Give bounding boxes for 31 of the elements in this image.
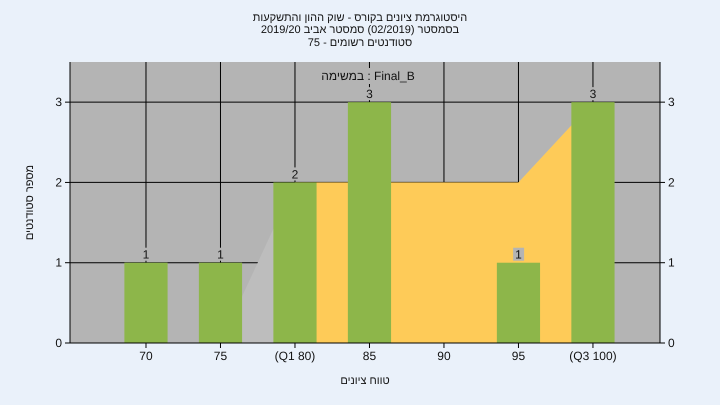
data-label: 3 — [366, 87, 374, 102]
data-label: 1 — [142, 248, 150, 262]
y2-tick-label: 1 — [668, 256, 675, 270]
x-tick-label: (Q3 100) — [569, 349, 617, 363]
chart-subtitle: בסמסטר (02/2019) סמסטר אביב 2019/20 — [260, 24, 460, 36]
annotation: במשימה : Final_B — [321, 69, 415, 83]
data-label: 1 — [515, 248, 522, 262]
bar — [496, 262, 540, 343]
bar — [124, 262, 168, 343]
y2-tick-label: 2 — [668, 175, 675, 190]
x-tick-label: 70 — [139, 349, 153, 363]
y2-tick-label: 3 — [668, 95, 675, 110]
data-label: 1 — [217, 248, 224, 262]
bar — [571, 102, 615, 343]
data-label: 3 — [590, 87, 597, 102]
data-label: 2 — [292, 167, 299, 182]
bar — [348, 102, 392, 343]
y2-tick-label: 0 — [668, 336, 675, 350]
x-tick-label: 95 — [512, 349, 526, 363]
x-axis-title: טווח ציונים — [340, 375, 390, 387]
y-tick-label: 1 — [55, 256, 62, 270]
x-tick-label: 75 — [214, 349, 228, 363]
text: סטודנטים רשומים - 75 — [308, 37, 412, 49]
chart-title: היסטוגרמת ציונים בקורס - שוק ההון והתשקעות — [252, 12, 468, 24]
y-tick-label: 3 — [55, 95, 62, 110]
x-tick-label: (Q1 80) — [274, 349, 316, 363]
y-tick-label: 2 — [55, 175, 62, 190]
x-tick-label: 90 — [437, 349, 451, 363]
y-tick-label: 0 — [55, 336, 62, 350]
y-axis-title: מספר סטודנטים — [24, 164, 36, 240]
x-tick-label: 85 — [362, 349, 376, 363]
